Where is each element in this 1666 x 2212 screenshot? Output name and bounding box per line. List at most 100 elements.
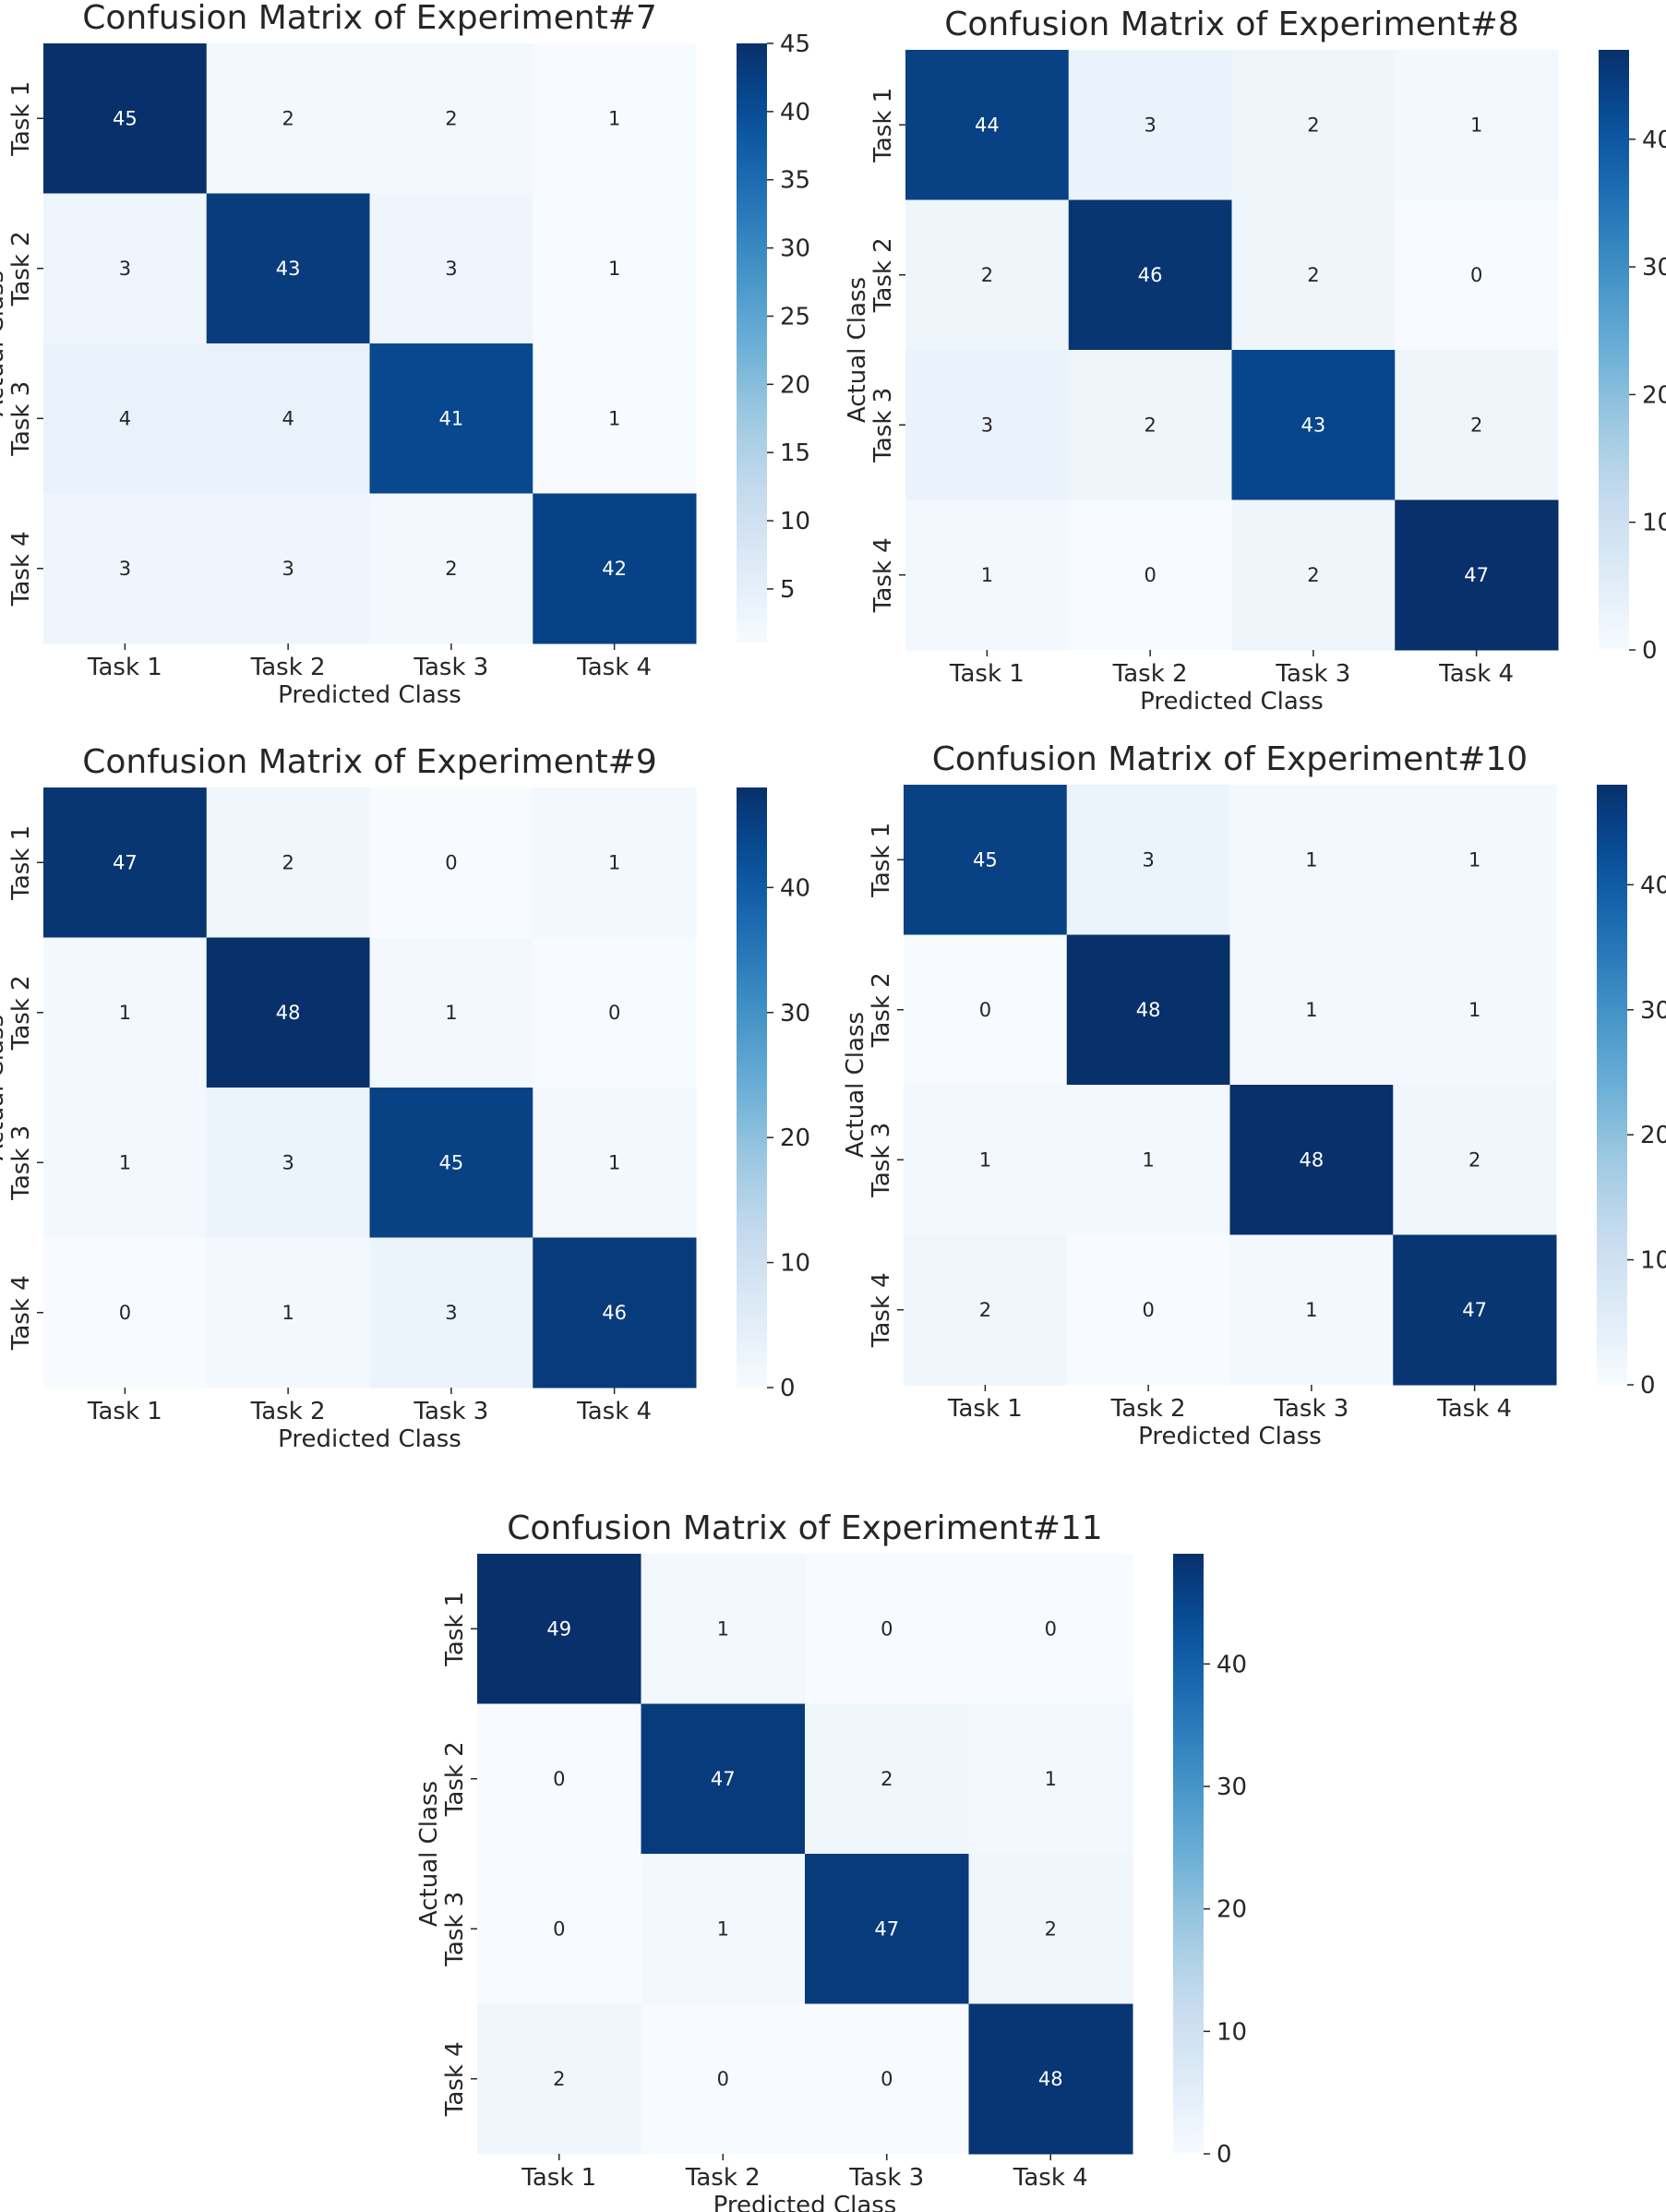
cell-value-label: 2: [1144, 414, 1156, 436]
heatmap-cell: [641, 1703, 806, 1855]
cell-value-label: 41: [439, 407, 464, 429]
heatmap-cell: [1395, 350, 1559, 500]
chart-title: Confusion Matrix of Experiment#8: [944, 6, 1519, 43]
heatmap-cell: [904, 1085, 1068, 1235]
heatmap-cell: [641, 1554, 806, 1704]
cell-value-label: 1: [717, 1917, 729, 1940]
y-axis-label: Actual Class: [415, 1781, 443, 1927]
cell-value-label: 1: [608, 107, 620, 129]
cell-value-label: 2: [553, 2068, 565, 2090]
cell-value-label: 2: [881, 1768, 893, 1790]
heatmap-cell: [1395, 199, 1559, 351]
cell-value-label: 2: [445, 107, 457, 129]
colorbar-tick-label: 10: [1640, 1247, 1666, 1275]
cell-value-label: 1: [979, 1148, 991, 1171]
colorbar-tick-label: 30: [1640, 997, 1666, 1025]
cell-value-label: 1: [1468, 848, 1480, 871]
x-tick-label: Task 2: [1110, 1395, 1186, 1423]
cell-value-label: 44: [975, 114, 1000, 136]
heatmap-cell: [206, 193, 370, 344]
cell-value-label: 0: [1142, 1299, 1154, 1321]
colorbar-tick-label: 5: [780, 576, 796, 604]
y-tick-label: Task 3: [441, 1892, 469, 1967]
heatmap-cell: [43, 937, 208, 1088]
y-axis-label: Actual Class: [0, 270, 9, 416]
heatmap-cell: [1393, 785, 1557, 935]
colorbar-tick-label: 0: [780, 1375, 796, 1402]
y-tick-label: Task 3: [869, 388, 897, 463]
heatmap-cell: [369, 43, 533, 194]
colorbar: [1597, 785, 1627, 1385]
cell-value-label: 0: [881, 2068, 893, 2090]
heatmap-cell: [1231, 50, 1396, 200]
heatmap-cell: [206, 493, 370, 644]
heatmap-cell: [533, 937, 697, 1088]
cell-value-label: 3: [1144, 114, 1156, 136]
colorbar-tick-label: 15: [780, 439, 810, 467]
colorbar: [737, 43, 767, 643]
cell-value-label: 4: [119, 407, 131, 429]
heatmap-cell: [1068, 50, 1232, 200]
cell-value-label: 3: [981, 414, 993, 436]
heatmap-cell: [904, 934, 1068, 1086]
colorbar: [737, 787, 767, 1388]
heatmap-cell: [968, 1854, 1133, 2004]
cell-value-label: 0: [445, 851, 457, 873]
heatmap-cell: [1393, 934, 1557, 1086]
chart-title: Confusion Matrix of Experiment#7: [82, 0, 657, 37]
cell-value-label: 3: [445, 258, 457, 280]
heatmap-cell: [533, 193, 697, 344]
cell-value-label: 3: [1142, 848, 1154, 871]
cell-value-label: 0: [119, 1302, 131, 1324]
cell-value-label: 4: [282, 407, 294, 429]
heatmap-cell: [533, 787, 697, 938]
heatmap-cell: [1229, 934, 1394, 1086]
colorbar: [1599, 50, 1629, 650]
heatmap-cell: [43, 787, 208, 938]
heatmap-cell: [641, 2003, 806, 2155]
heatmap-cell: [533, 1237, 697, 1389]
colorbar-tick-label: 0: [1642, 637, 1658, 665]
heatmap-cell: [43, 1088, 208, 1238]
colorbar-tick-label: 40: [1642, 126, 1666, 154]
y-tick-label: Task 2: [441, 1741, 469, 1817]
heatmap-cell: [206, 343, 370, 494]
cell-value-label: 45: [439, 1151, 464, 1173]
chart-title: Confusion Matrix of Experiment#10: [932, 740, 1528, 778]
heatmap-cell: [905, 350, 1070, 500]
colorbar-tick-label: 10: [1217, 2018, 1247, 2046]
cell-value-label: 47: [113, 851, 138, 873]
heatmap-cell: [1231, 350, 1396, 500]
colorbar-tick-label: 10: [780, 1250, 810, 1278]
cell-value-label: 48: [1136, 999, 1161, 1021]
heatmap-cell: [206, 937, 370, 1088]
heatmap-cell: [805, 1554, 969, 1704]
heatmap-cell: [369, 937, 533, 1088]
heatmap-cell: [1395, 50, 1559, 200]
heatmap-cell: [369, 1237, 533, 1389]
cell-value-label: 1: [981, 564, 993, 586]
heatmap-cell: [904, 1234, 1068, 1386]
cell-value-label: 1: [608, 258, 620, 280]
x-tick-label: Task 1: [87, 654, 162, 681]
heatmap-cell: [43, 1237, 208, 1389]
heatmap-cell: [905, 499, 1070, 651]
heatmap-cell: [369, 787, 533, 938]
cell-value-label: 0: [553, 1768, 565, 1790]
cell-value-label: 2: [1045, 1917, 1057, 1940]
heatmap-cell: [533, 43, 697, 194]
x-tick-label: Task 1: [521, 2164, 596, 2192]
heatmap-cell: [1068, 350, 1232, 500]
y-axis-label: Actual Class: [844, 277, 871, 423]
heatmap-cell: [968, 1554, 1133, 1704]
cell-value-label: 2: [282, 107, 294, 129]
cell-value-label: 0: [1045, 1617, 1057, 1640]
cell-value-label: 2: [1307, 114, 1319, 136]
cell-value-label: 45: [973, 848, 998, 871]
cell-value-label: 45: [113, 107, 138, 129]
confusion-matrix-panel-7: 45 2 2 1 3 43 3 1 4 4 41 1 3 3 2 42 Confusion Matrix of …: [0, 0, 810, 709]
y-tick-label: Task 3: [7, 1125, 35, 1201]
y-tick-label: Task 1: [441, 1592, 469, 1667]
